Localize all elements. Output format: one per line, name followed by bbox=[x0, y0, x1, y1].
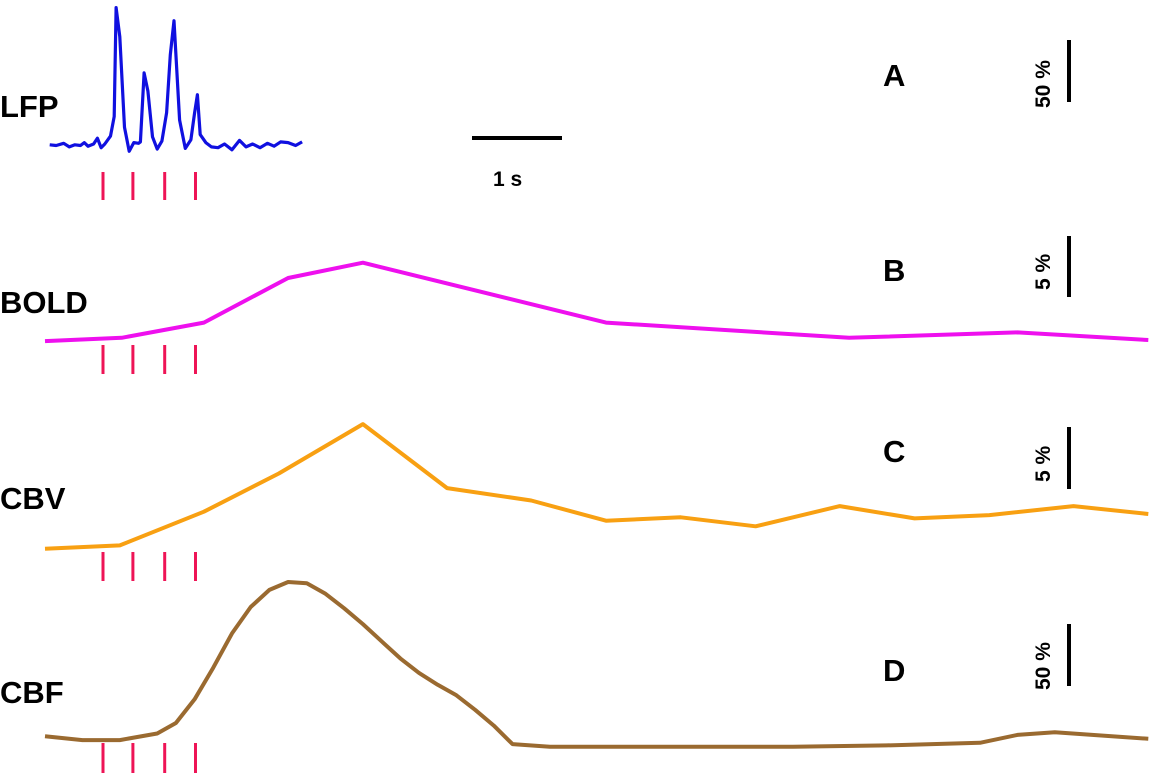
trace-label-bold: BOLD bbox=[0, 285, 88, 320]
time-scale-label: 1 s bbox=[493, 168, 522, 191]
trace-label-lfp: LFP bbox=[0, 89, 59, 124]
scale-label-lfp: 50 % bbox=[1032, 60, 1055, 108]
scale-label-cbv: 5 % bbox=[1032, 445, 1055, 482]
panel-lfp: LFP A 50 % bbox=[0, 6, 1071, 200]
trace-line-cbv bbox=[44, 422, 1149, 551]
panel-letter-c: C bbox=[883, 434, 905, 469]
stimulus-markers-lfp bbox=[101, 172, 197, 200]
time-scale: 1 s bbox=[472, 136, 562, 191]
panel-cbf: CBF D 50 % bbox=[0, 580, 1149, 773]
trace-label-cbv: CBV bbox=[0, 481, 66, 516]
trace-line-cbf bbox=[44, 580, 1149, 749]
trace-label-cbf: CBF bbox=[0, 675, 64, 710]
panel-letter-a: A bbox=[883, 58, 905, 93]
scale-label-bold: 5 % bbox=[1032, 253, 1055, 290]
stimulus-markers-bold bbox=[101, 345, 197, 374]
panel-letter-b: B bbox=[883, 253, 905, 288]
stimulus-markers-cbv bbox=[101, 552, 197, 581]
scale-label-cbf: 50 % bbox=[1032, 642, 1055, 690]
trace-line-lfp bbox=[49, 6, 303, 153]
panel-bold: BOLD B 5 % bbox=[0, 236, 1149, 374]
trace-line-bold bbox=[44, 260, 1149, 344]
stimulus-markers-cbf bbox=[101, 743, 197, 773]
panel-cbv: CBV C 5 % bbox=[0, 422, 1149, 581]
panel-letter-d: D bbox=[883, 653, 905, 688]
